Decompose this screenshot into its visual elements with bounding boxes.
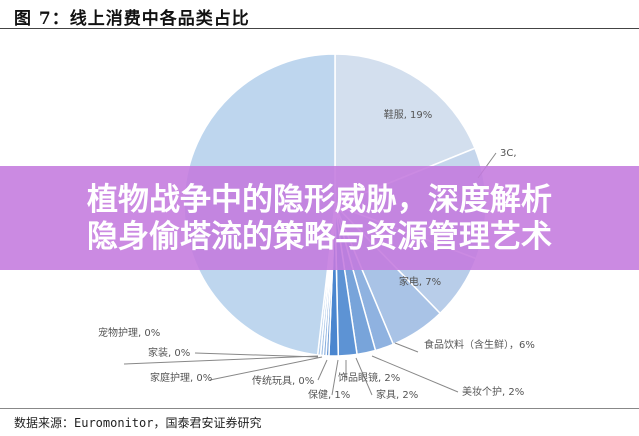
slice-label: 美妆个护, 2% [462, 385, 524, 398]
slice-label: 家具, 2% [376, 388, 418, 401]
figure-title: 图 7：线上消费中各品类占比 [14, 9, 250, 29]
slice-label: 家装, 0% [148, 346, 190, 359]
slice-label: 鞋服, 19% [384, 108, 433, 121]
slice-label: 食品饮料（含生鲜），6% [424, 338, 535, 351]
leader-line [317, 359, 328, 381]
leader-line [123, 355, 319, 365]
slice-label: 家电, 7% [399, 275, 441, 288]
footer-divider [0, 408, 639, 409]
slice-label: 3C, [500, 148, 517, 159]
banner-line-2: 隐身偷塔流的策略与资源管理艺术 [87, 219, 552, 255]
slice-label: 家庭护理, 0% [150, 371, 212, 384]
overlay-banner: 植物战争中的隐形威胁，深度解析 隐身偷塔流的策略与资源管理艺术 [0, 166, 639, 270]
leader-line [394, 342, 419, 353]
slice-label: 保健, 1% [308, 388, 350, 401]
slice-label: 宠物护理, 0% [98, 326, 160, 339]
banner-line-1: 植物战争中的隐形威胁，深度解析 [87, 182, 552, 218]
leader-line [355, 357, 373, 396]
slice-label: 传统玩具, 0% [252, 374, 314, 387]
slice-label: 饰品眼镜, 2% [338, 371, 400, 384]
leader-line [209, 356, 323, 381]
leader-line [194, 352, 319, 358]
source-note: 数据来源：Euromonitor，国泰君安证券研究 [14, 416, 262, 430]
title-divider [0, 28, 639, 29]
leader-line [371, 355, 459, 393]
leader-line [331, 359, 339, 396]
